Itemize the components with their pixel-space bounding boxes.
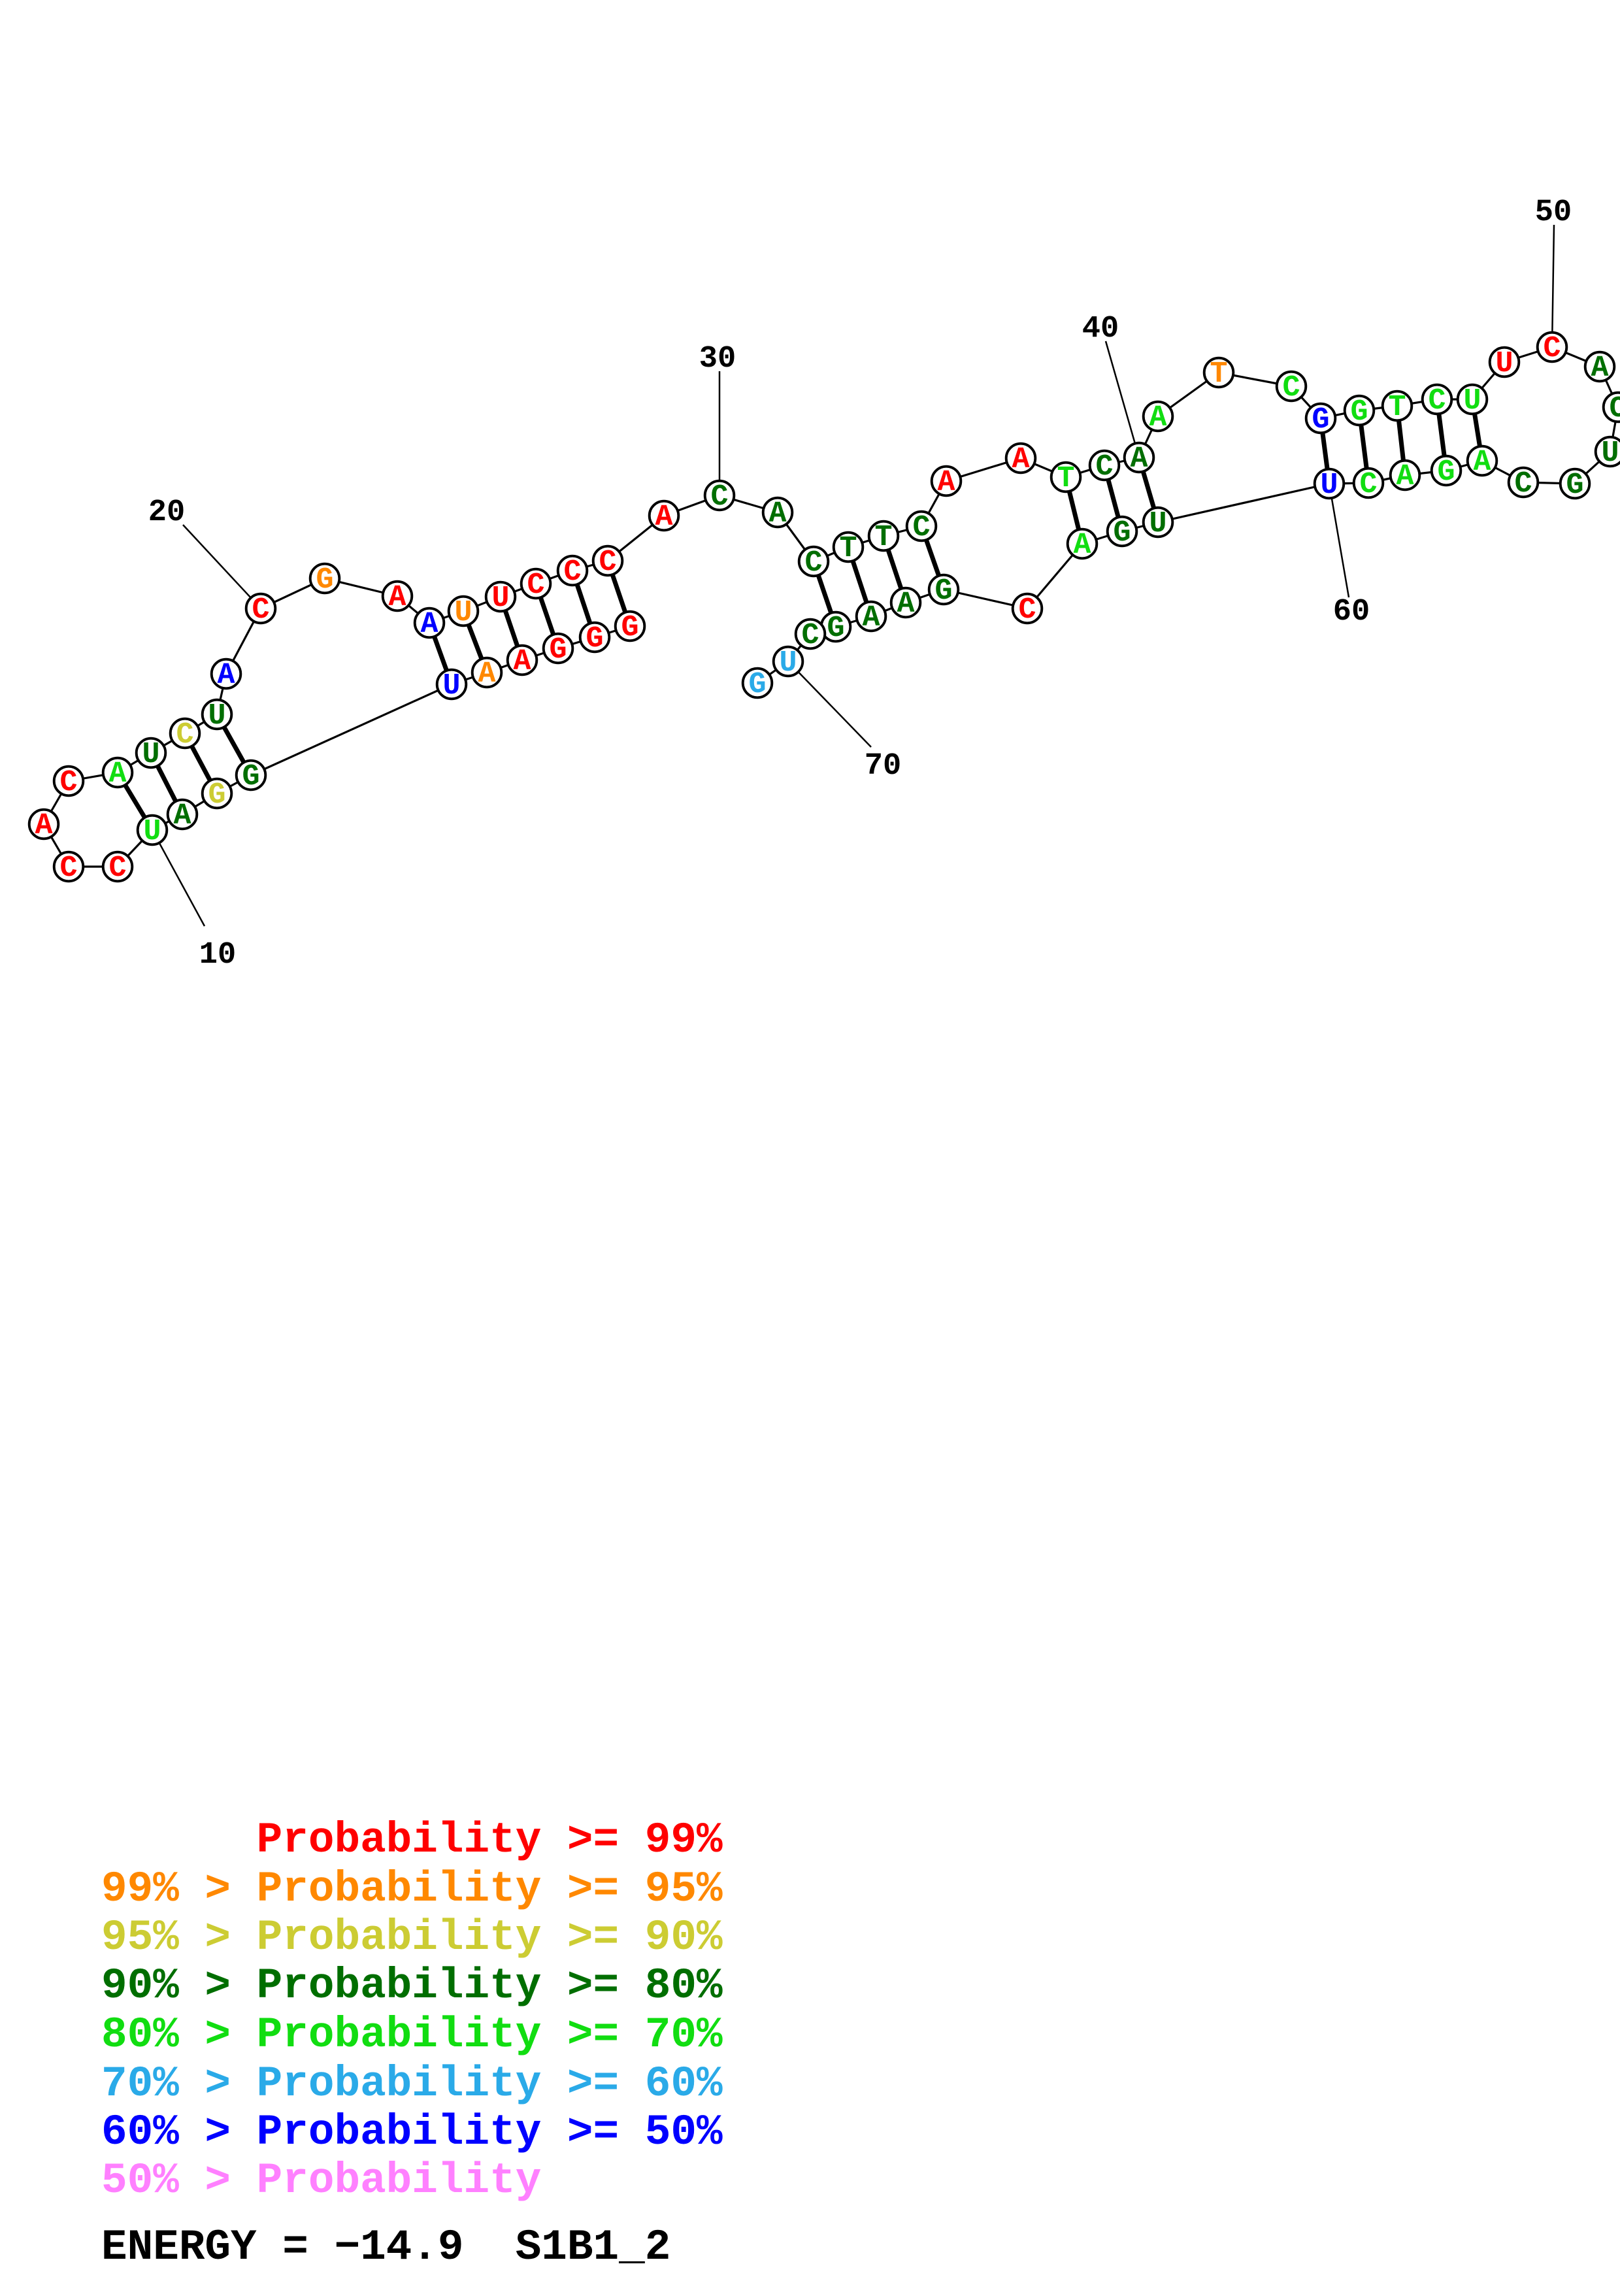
- svg-text:G: G: [748, 668, 766, 701]
- svg-text:A: A: [1073, 529, 1091, 562]
- svg-text:C: C: [1359, 468, 1377, 501]
- svg-text:G: G: [316, 563, 333, 597]
- svg-text:U: U: [779, 646, 797, 680]
- svg-text:G: G: [1312, 403, 1329, 437]
- svg-text:C: C: [1428, 384, 1446, 418]
- svg-text:A: A: [1012, 443, 1029, 476]
- svg-text:T: T: [1210, 358, 1227, 391]
- svg-text:C: C: [1095, 450, 1113, 484]
- svg-text:G: G: [208, 778, 225, 812]
- svg-text:G: G: [586, 622, 603, 656]
- svg-text:60: 60: [1333, 595, 1370, 629]
- svg-text:A: A: [655, 501, 672, 534]
- svg-text:T: T: [1388, 391, 1406, 424]
- svg-text:10: 10: [199, 938, 236, 973]
- svg-text:T: T: [1057, 462, 1074, 495]
- svg-text:70: 70: [865, 749, 901, 784]
- svg-text:60% > Probability >= 50%: 60% > Probability >= 50%: [101, 2108, 723, 2157]
- svg-text:U: U: [1601, 437, 1619, 470]
- svg-text:A: A: [862, 601, 880, 635]
- svg-text:G: G: [1437, 456, 1455, 489]
- svg-text:C: C: [59, 852, 77, 885]
- svg-text:G: G: [934, 574, 952, 608]
- svg-text:C: C: [563, 556, 581, 589]
- svg-text:40: 40: [1082, 312, 1119, 346]
- svg-text:A: A: [35, 809, 52, 842]
- svg-text:A: A: [478, 657, 495, 691]
- svg-text:G: G: [1113, 516, 1131, 550]
- svg-text:G: G: [1566, 469, 1583, 502]
- svg-text:C: C: [912, 511, 930, 544]
- svg-text:C: C: [804, 546, 822, 580]
- svg-text:G: G: [242, 760, 259, 793]
- svg-text:C: C: [108, 852, 126, 885]
- svg-text:A: A: [1591, 352, 1608, 385]
- svg-text:70% > Probability >= 60%: 70% > Probability >= 60%: [101, 2059, 723, 2108]
- svg-text:A: A: [217, 659, 235, 692]
- svg-text:U: U: [1320, 469, 1338, 502]
- svg-text:A: A: [1130, 442, 1148, 476]
- svg-text:U: U: [442, 669, 460, 703]
- svg-text:U: U: [491, 582, 509, 615]
- svg-text:G: G: [827, 612, 844, 645]
- svg-text:50: 50: [1535, 195, 1572, 230]
- svg-text:C: C: [801, 619, 819, 652]
- svg-text:C: C: [59, 766, 77, 799]
- svg-text:C: C: [252, 593, 269, 627]
- svg-text:C: C: [710, 480, 728, 514]
- svg-text:Probability >= 99%: Probability >= 99%: [101, 1816, 723, 1865]
- svg-text:T: T: [839, 532, 857, 565]
- svg-text:U: U: [208, 699, 225, 733]
- svg-text:U: U: [1149, 507, 1166, 541]
- svg-text:G: G: [621, 611, 638, 644]
- svg-text:C: C: [1543, 332, 1561, 365]
- svg-text:G: G: [1350, 395, 1368, 429]
- svg-text:U: U: [143, 815, 161, 848]
- svg-text:C: C: [1018, 593, 1036, 627]
- svg-text:A: A: [1473, 446, 1491, 479]
- svg-text:T: T: [874, 521, 892, 554]
- svg-text:C: C: [1514, 467, 1532, 501]
- svg-text:A: A: [769, 497, 786, 531]
- svg-text:80% > Probability >= 70%: 80% > Probability >= 70%: [101, 2010, 723, 2059]
- svg-text:A: A: [1396, 460, 1413, 493]
- svg-text:A: A: [388, 581, 406, 614]
- svg-text:20: 20: [148, 495, 185, 530]
- svg-text:U: U: [142, 738, 159, 771]
- svg-text:G: G: [549, 633, 567, 667]
- svg-text:C: C: [527, 569, 544, 602]
- svg-text:U: U: [454, 596, 472, 629]
- svg-text:U: U: [1463, 384, 1481, 418]
- svg-text:A: A: [937, 466, 955, 499]
- svg-text:C: C: [176, 718, 193, 752]
- svg-text:C: C: [1282, 371, 1300, 405]
- svg-text:A: A: [108, 757, 126, 791]
- svg-text:A: A: [897, 588, 914, 621]
- svg-text:95% > Probability >= 90%: 95% > Probability >= 90%: [101, 1913, 723, 1962]
- svg-text:ENERGY = −14.9 S1B1_2: ENERGY = −14.9 S1B1_2: [101, 2223, 670, 2272]
- svg-text:C: C: [1609, 392, 1620, 425]
- svg-text:A: A: [420, 608, 438, 641]
- svg-text:A: A: [513, 645, 531, 678]
- svg-text:U: U: [1495, 347, 1513, 380]
- svg-text:C: C: [599, 546, 616, 579]
- svg-text:A: A: [173, 799, 191, 833]
- svg-text:30: 30: [699, 342, 736, 376]
- svg-text:90% > Probability >= 80%: 90% > Probability >= 80%: [101, 1961, 723, 2010]
- svg-text:50% > Probability: 50% > Probability: [101, 2156, 541, 2205]
- svg-text:99% > Probability >= 95%: 99% > Probability >= 95%: [101, 1865, 723, 1914]
- svg-text:A: A: [1149, 401, 1166, 435]
